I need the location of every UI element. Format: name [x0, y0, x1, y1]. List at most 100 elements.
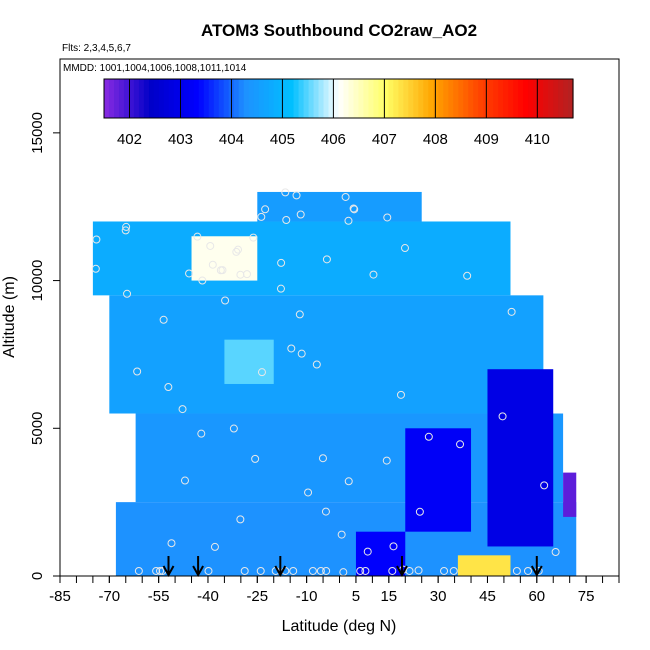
observation-point: [198, 276, 207, 285]
observation-point: [91, 264, 100, 273]
observation-point: [341, 192, 350, 201]
heat-cell: [487, 369, 554, 547]
observation-point: [389, 542, 398, 551]
colorbar-segment: [123, 79, 130, 118]
observation-point: [388, 566, 397, 575]
colorbar-segment: [478, 79, 484, 118]
colorbar-segment: [568, 79, 574, 118]
colorbar-segment: [253, 79, 260, 118]
colorbar-segment: [138, 79, 145, 118]
observation-point: [92, 235, 101, 244]
y-axis: 0 5000 10000 15000: [29, 112, 60, 580]
colorbar-segment: [363, 79, 370, 118]
observation-point: [287, 344, 296, 353]
observation-point: [369, 270, 378, 279]
colorbar-segment: [553, 79, 559, 118]
colorbar-segment: [533, 79, 539, 118]
x-axis: -85 -70 -55 -40 -25 -10 5 15 30 45 60 75: [49, 576, 620, 605]
observation-point: [232, 247, 241, 256]
observation-point: [297, 349, 306, 358]
observation-point: [167, 539, 176, 548]
colorbar-segment: [278, 79, 285, 118]
observation-point: [322, 566, 331, 575]
colorbar-segment: [288, 79, 295, 118]
colorbar-segment: [378, 79, 385, 118]
colorbar-segment: [193, 79, 200, 118]
x-tick-label: -25: [246, 588, 268, 605]
observation-point: [276, 284, 285, 293]
colorbar-segment: [238, 79, 245, 118]
colorbar-segment: [108, 79, 115, 118]
colorbar-segment: [453, 79, 459, 118]
colorbar-segment: [143, 79, 150, 118]
observation-point: [551, 548, 560, 557]
observation-point: [134, 566, 143, 575]
colorbar-segment: [468, 79, 474, 118]
observation-point: [277, 258, 286, 267]
colorbar-segment: [258, 79, 265, 118]
y-tick-label: 15000: [29, 112, 46, 154]
colorbar-segment: [183, 79, 190, 118]
colorbar-segment: [493, 79, 499, 118]
observation-point: [281, 188, 290, 197]
profile-marker-head: [162, 565, 175, 578]
colorbar-segment: [318, 79, 325, 118]
observation-point: [197, 429, 206, 438]
observation-point: [498, 412, 507, 421]
colorbar-frame: [103, 78, 574, 119]
observation-point: [292, 191, 301, 200]
x-tick-label: 30: [430, 588, 447, 605]
colorbar-segment: [413, 79, 419, 118]
observation-point: [159, 315, 168, 324]
colorbar-segment: [538, 79, 544, 118]
observation-point: [318, 454, 327, 463]
colorbar-segment: [403, 79, 409, 118]
colorbar-segment: [153, 79, 160, 118]
observation-point: [337, 530, 346, 539]
observation-point: [122, 222, 131, 231]
colorbar-segment: [283, 79, 290, 118]
x-tick-label: -85: [49, 588, 71, 605]
observation-point: [449, 566, 458, 575]
y-tick-label: 5000: [29, 412, 46, 445]
observation-point: [316, 566, 325, 575]
observation-point: [180, 476, 189, 485]
profile-marker-head: [274, 565, 287, 578]
colorbar-tick-label: 406: [321, 131, 346, 148]
colorbar-segment: [418, 79, 424, 118]
heat-cell: [224, 339, 274, 384]
colorbar-segment: [488, 79, 494, 118]
observation-point: [382, 456, 391, 465]
x-tick-label: -55: [148, 588, 170, 605]
observation-point: [540, 481, 549, 490]
observation-point: [257, 212, 266, 221]
colorbar-segment: [428, 79, 434, 118]
observation-point: [361, 566, 370, 575]
observation-point: [344, 216, 353, 225]
colorbar-segment: [213, 79, 220, 118]
colorbar-segment: [158, 79, 165, 118]
observation-point: [257, 368, 266, 377]
observation-point: [322, 255, 331, 264]
observation-point: [242, 270, 251, 279]
observation-point: [193, 232, 202, 241]
observation-point: [350, 205, 359, 214]
observation-point: [236, 515, 245, 524]
colorbar-segment: [543, 79, 549, 118]
observation-point: [456, 440, 465, 449]
colorbar-segment: [218, 79, 225, 118]
observation-point: [261, 205, 270, 214]
observation-point: [218, 266, 227, 275]
observation-point: [344, 477, 353, 486]
colorbar: [103, 78, 574, 119]
colorbar-segment: [393, 79, 399, 118]
colorbar-segment: [293, 79, 300, 118]
colorbar-segment: [328, 79, 335, 118]
colorbar-segment: [438, 79, 444, 118]
colorbar-segment: [388, 79, 394, 118]
colorbar-segment: [463, 79, 469, 118]
profile-marker-head: [530, 565, 543, 578]
colorbar-segment: [338, 79, 345, 118]
heat-cell: [457, 555, 511, 576]
